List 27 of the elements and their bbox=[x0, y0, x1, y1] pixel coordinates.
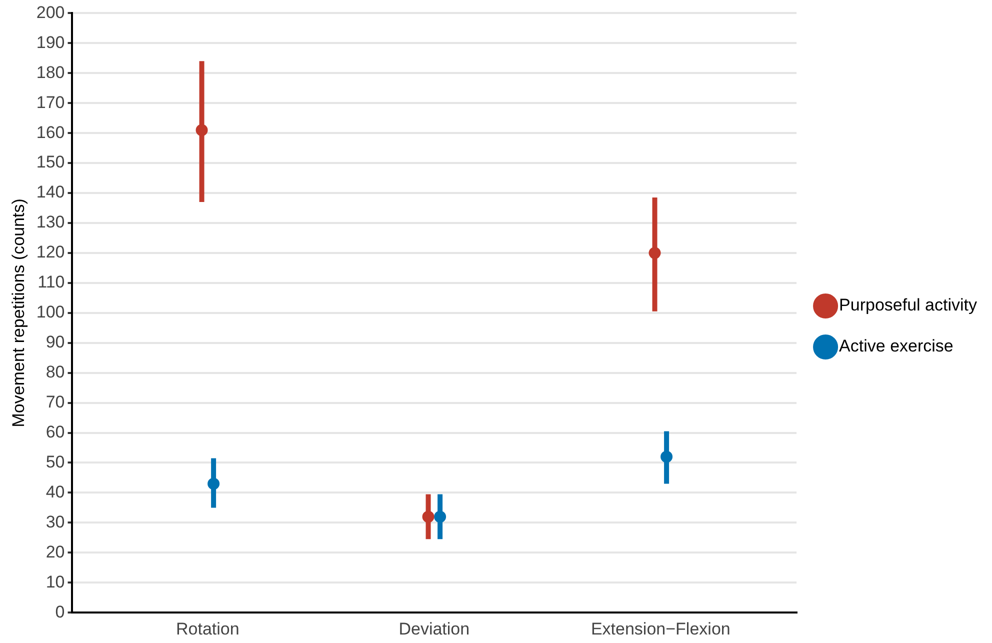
y-tick-label: 140 bbox=[36, 182, 65, 202]
y-tick-label: 0 bbox=[55, 602, 65, 622]
y-tick-label: 80 bbox=[46, 362, 65, 382]
y-tick-label: 190 bbox=[36, 32, 65, 52]
y-tick-label: 160 bbox=[36, 122, 65, 142]
y-tick-label: 150 bbox=[36, 152, 65, 172]
y-tick-label: 50 bbox=[46, 452, 65, 472]
y-tick-label: 110 bbox=[38, 272, 65, 292]
y-tick-label: 90 bbox=[46, 332, 65, 352]
x-tick-label: Deviation bbox=[398, 619, 470, 638]
y-tick-label: 200 bbox=[36, 2, 65, 22]
y-tick-label: 120 bbox=[36, 242, 65, 262]
legend-label: Purposeful activity bbox=[839, 296, 978, 315]
y-tick-label: 40 bbox=[46, 482, 65, 502]
y-tick-label: 130 bbox=[36, 212, 65, 232]
y-tick-label: 30 bbox=[46, 512, 65, 532]
y-tick-label: 70 bbox=[46, 392, 65, 412]
y-tick-label: 60 bbox=[46, 422, 65, 442]
y-tick-label: 10 bbox=[46, 572, 65, 592]
legend-label: Active exercise bbox=[839, 336, 954, 356]
y-tick-label: 100 bbox=[36, 302, 65, 322]
y-axis-title: Movement repetitions (counts) bbox=[8, 198, 28, 428]
y-tick-label: 170 bbox=[36, 92, 65, 112]
y-tick-label: 180 bbox=[36, 62, 65, 82]
x-tick-label: Extension−Flexion bbox=[590, 619, 730, 638]
y-tick-label: 20 bbox=[46, 542, 65, 562]
x-tick-label: Rotation bbox=[176, 619, 240, 638]
